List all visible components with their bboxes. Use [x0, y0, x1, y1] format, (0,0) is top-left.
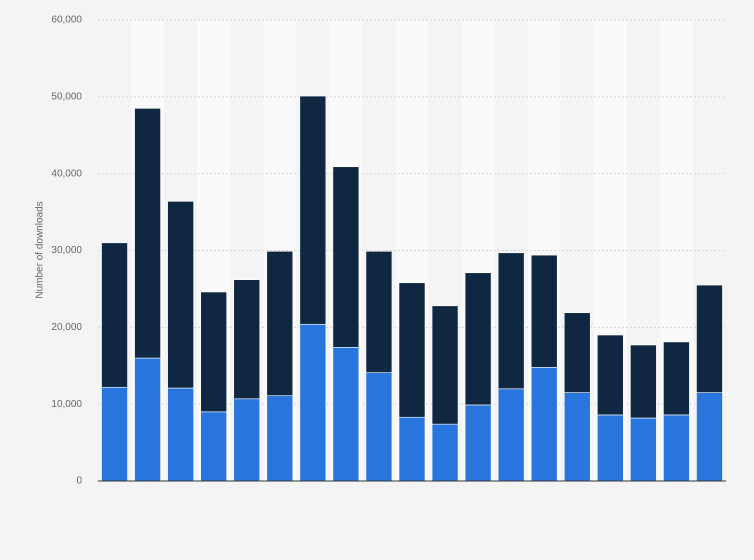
bar-segment [299, 323, 327, 482]
y-tick-label: 50,000 [51, 91, 82, 102]
bar-segment [696, 284, 723, 393]
bar-segment [530, 366, 558, 482]
y-tick-label: 30,000 [51, 245, 82, 256]
bar-segment [663, 341, 690, 416]
bar-segment [464, 404, 492, 482]
bar-segment [563, 392, 591, 482]
bar-segment [332, 166, 360, 348]
bar-segment [365, 372, 393, 482]
bar-segment [597, 414, 624, 482]
bar-segment [398, 416, 426, 482]
bar-segment [167, 201, 194, 389]
bar-segment [233, 279, 261, 400]
bar-segment [497, 252, 525, 390]
y-tick-label: 60,000 [51, 15, 82, 26]
bar-segment [134, 108, 161, 359]
bar-segment [431, 305, 459, 425]
bar-segment [167, 387, 194, 482]
y-tick-label: 10,000 [51, 399, 82, 410]
bar-segment [431, 423, 459, 482]
bar-segment [365, 250, 393, 373]
bar-segment [398, 282, 426, 418]
bar-segment [464, 272, 492, 406]
y-tick-label: 0 [76, 476, 82, 487]
bar-segment [299, 95, 327, 325]
bar-segment [630, 344, 657, 419]
bar-segment [497, 388, 525, 482]
bar-segment [233, 398, 261, 482]
bar-segment [200, 291, 227, 413]
bar-segment [630, 417, 657, 482]
bar-segment [266, 395, 294, 482]
bar-segment [200, 411, 227, 482]
bar-segment [530, 254, 558, 368]
bar-segment [332, 347, 360, 482]
bar-segment [696, 392, 723, 482]
bar-segment [563, 312, 591, 393]
y-tick-label: 20,000 [51, 322, 82, 333]
bar-segment [266, 250, 294, 397]
y-axis-label: Number of downloads [35, 201, 46, 298]
bar-segment [597, 334, 624, 416]
bar-segment [101, 386, 128, 482]
y-tick-label: 40,000 [51, 168, 82, 179]
bar-segment [134, 357, 161, 482]
bar-segment [663, 414, 690, 482]
bar-segment [101, 242, 128, 388]
